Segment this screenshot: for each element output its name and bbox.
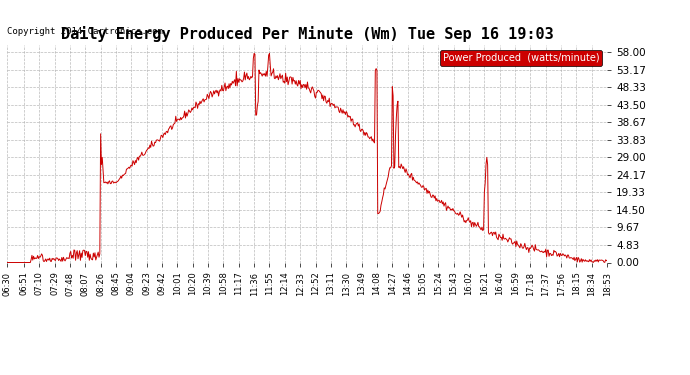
Text: Copyright 2014 Cartronics.com: Copyright 2014 Cartronics.com [7, 27, 163, 36]
Title: Daily Energy Produced Per Minute (Wm) Tue Sep 16 19:03: Daily Energy Produced Per Minute (Wm) Tu… [61, 27, 553, 42]
Legend: Power Produced  (watts/minute): Power Produced (watts/minute) [440, 50, 602, 66]
